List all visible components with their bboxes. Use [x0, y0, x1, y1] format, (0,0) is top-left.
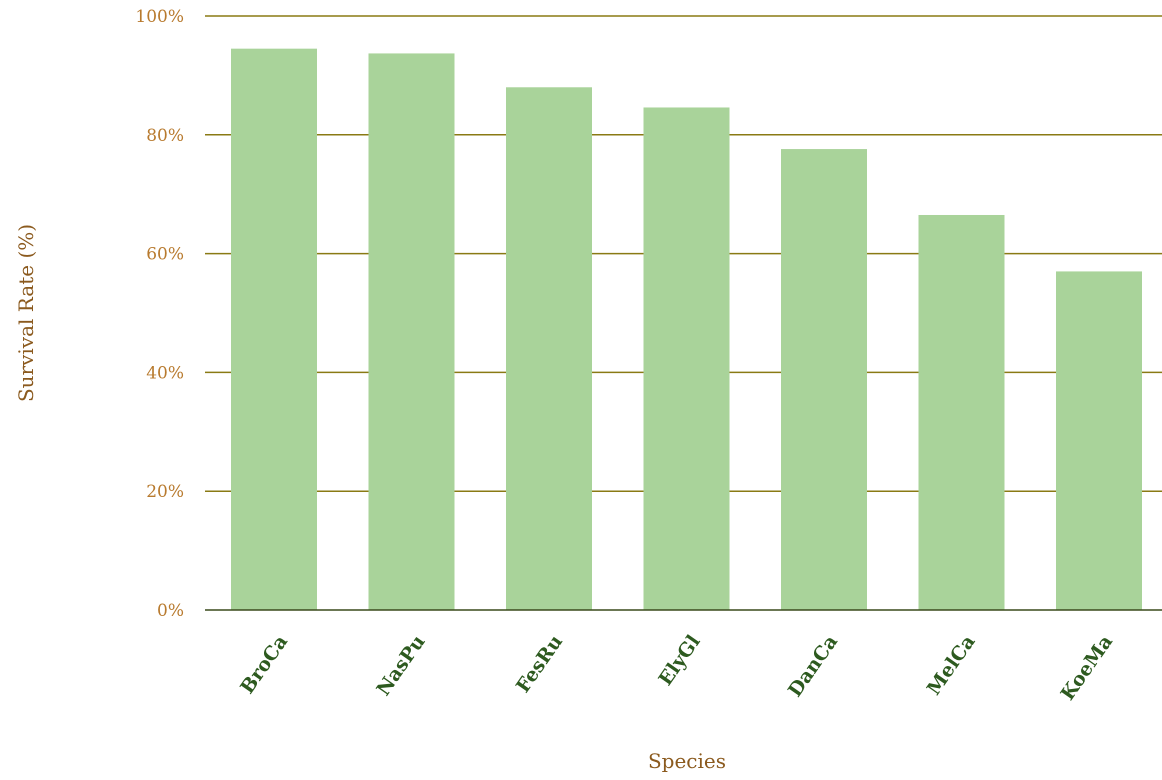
y-tick-label: 0% — [157, 601, 184, 621]
y-tick-label: 40% — [146, 363, 184, 383]
y-tick-label: 100% — [135, 7, 184, 27]
x-tick-labels: BroCa NasPu FesRu ElyGl DanCa MelCa KoeMa — [236, 631, 1117, 705]
x-tick-label-broca: BroCa — [236, 631, 292, 698]
bar-broca — [231, 48, 317, 611]
x-tick-label-fesru: FesRu — [512, 631, 567, 697]
bar-koema — [1056, 271, 1142, 610]
bar-fesru — [506, 87, 592, 610]
y-tick-label: 20% — [146, 482, 184, 502]
x-tick-label-koema: KoeMa — [1057, 631, 1118, 704]
bar-danca — [781, 149, 867, 610]
y-axis-title: Survival Rate (%) — [14, 224, 38, 402]
x-tick-label-danca: DanCa — [784, 631, 842, 701]
y-tick-label: 80% — [146, 126, 184, 146]
x-tick-label-elygl: ElyGl — [654, 631, 704, 690]
x-tick-label-melca: MelCa — [923, 631, 980, 699]
x-axis-title: Species — [648, 749, 726, 773]
y-tick-labels: 0% 20% 40% 60% 80% 100% — [135, 7, 184, 621]
x-tick-label-naspu: NasPu — [372, 631, 429, 700]
bars — [231, 48, 1142, 611]
bar-naspu — [368, 53, 455, 611]
bar-elygl — [643, 107, 730, 610]
bar-melca — [918, 214, 1005, 611]
y-tick-label: 60% — [146, 245, 184, 265]
